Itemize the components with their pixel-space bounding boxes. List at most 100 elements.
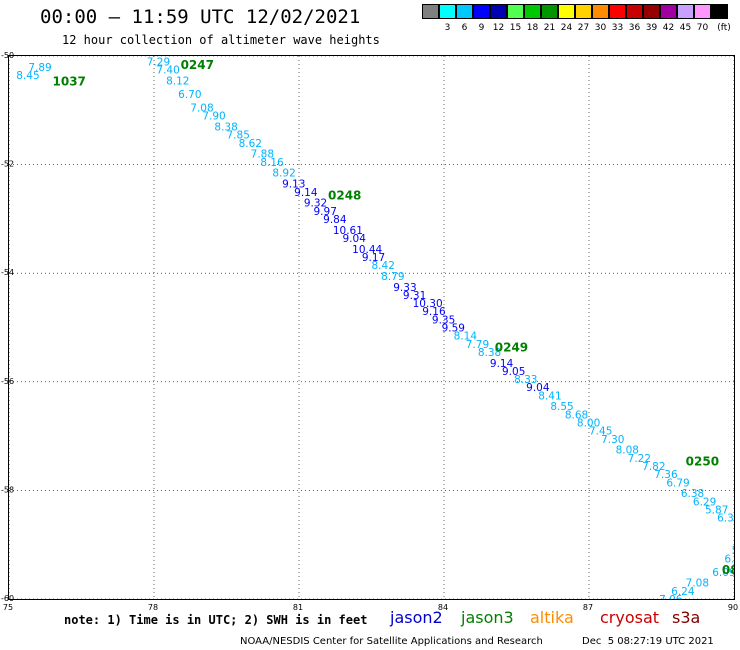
wave-height-value: 9.33	[393, 282, 416, 294]
pass-time-label: 0247	[181, 58, 214, 72]
wave-height-value: 7.36	[654, 469, 678, 481]
legend-swatch	[694, 4, 711, 19]
wave-height-value: 9.17	[362, 252, 385, 264]
legend-label: 6	[461, 23, 468, 33]
wave-height-value: 9.31	[403, 290, 426, 302]
wave-height-value: 6.24	[671, 586, 695, 598]
legend-label: 9	[478, 23, 485, 33]
legend-swatch	[422, 4, 439, 19]
wave-height-value: 9.14	[490, 358, 514, 370]
wave-height-value: 7.08	[686, 578, 709, 590]
pass-time-label: 08	[722, 563, 734, 577]
wave-height-value: 8.08	[616, 445, 639, 457]
legend-label: 70	[696, 23, 709, 33]
wave-height-value: 8.79	[381, 271, 404, 283]
wave-height-value: 7.82	[642, 461, 665, 473]
wave-height-value: 6.70	[178, 89, 201, 101]
legend-swatch	[473, 4, 490, 19]
legend-swatch	[711, 4, 728, 19]
legend-label: 45	[679, 23, 692, 33]
pass-time-label: 0249	[495, 341, 528, 355]
wave-height-value: 6.79	[666, 477, 689, 489]
wave-height-value: 7.22	[628, 453, 651, 465]
pass-time-label: 1037	[53, 74, 86, 88]
legend-swatch	[456, 4, 473, 19]
pass-time-label: 0248	[328, 188, 361, 202]
legend-label: 21	[543, 23, 556, 33]
wave-height-value: 8.33	[514, 374, 537, 386]
wave-height-value: 7.45	[589, 426, 612, 438]
lon-tick-label: 87	[583, 603, 593, 612]
legend-label: 3	[444, 23, 451, 33]
wave-height-value: 8.62	[239, 138, 262, 150]
wave-height-value: 7.85	[227, 130, 250, 142]
wave-height-value: 7.40	[156, 65, 179, 77]
legend-swatch	[626, 4, 643, 19]
lon-tick-label: 81	[293, 603, 303, 612]
legend-swatch	[660, 4, 677, 19]
legend-swatch	[507, 4, 524, 19]
wave-height-value: 8.41	[538, 390, 561, 402]
legend-swatch	[592, 4, 609, 19]
legend-label: 15	[509, 23, 522, 33]
legend-swatch	[524, 4, 541, 19]
wave-height-value: 8.14	[454, 331, 478, 343]
wave-height-value: 8.42	[372, 260, 395, 272]
wave-height-value: 9.13	[282, 179, 305, 191]
wave-height-value: 8.55	[550, 401, 573, 413]
wave-height-value: 9.05	[502, 366, 525, 378]
legend-label: 27	[577, 23, 590, 33]
satellite-name: jason2	[390, 608, 443, 627]
wave-height-value: 8.45	[16, 70, 39, 82]
wave-height-value: 6.29	[693, 496, 716, 508]
map-plot-area[interactable]: 7.89 8.45 7.29 7.40 8.12 6.70 7.08 7.90 8.38 7.85…	[8, 55, 735, 600]
wave-height-value: 7.29	[147, 56, 170, 68]
wave-height-value: 8.38	[214, 122, 237, 134]
wave-height-value: 7.30	[601, 434, 624, 446]
wave-height-value: 9.04	[343, 233, 367, 245]
lon-tick-label: 75	[3, 603, 13, 612]
legend-label: 39	[645, 23, 658, 33]
wave-height-value: 9.59	[442, 323, 465, 335]
wave-height-value: 8.92	[272, 168, 295, 180]
wave-height-value: 9.04	[526, 382, 550, 394]
satellite-name: jason3	[461, 608, 514, 627]
wave-height-value: 7.88	[251, 149, 274, 161]
wave-height-value: 9.16	[422, 306, 446, 318]
lon-tick-label: 90	[728, 603, 738, 612]
wave-height-value: 8.16	[260, 157, 284, 169]
footer-note: note: 1) Time is in UTC; 2) SWH is in fe…	[64, 613, 368, 627]
wave-height-value: 7.08	[190, 103, 213, 115]
wave-height-value: 10.44	[352, 244, 382, 256]
page-title: 00:00 – 11:59 UTC 12/02/2021	[40, 6, 361, 28]
wave-height-value: 8.38	[478, 347, 501, 359]
wave-height-value: 6.33	[717, 513, 734, 525]
generated-timestamp: Dec 5 08:27:19 UTC 2021	[582, 636, 714, 647]
wave-height-value: 7.79	[466, 339, 489, 351]
legend-label: 36	[628, 23, 641, 33]
legend-swatch	[643, 4, 660, 19]
wave-height-value: 7.06	[659, 594, 683, 599]
legend-swatch	[677, 4, 694, 19]
legend-label: 33	[611, 23, 624, 33]
legend-swatch	[541, 4, 558, 19]
legend-swatch	[575, 4, 592, 19]
wave-height-value: 9.84	[323, 214, 347, 226]
wave-height-value: 8.00	[577, 418, 600, 430]
legend-swatch	[558, 4, 575, 19]
pass-time-label: 0250	[686, 455, 719, 469]
wave-height-value: 6.87	[724, 553, 734, 565]
wave-height-value: 9.14	[294, 187, 318, 199]
wave-height-map: 7.898.457.297.408.126.707.087.908.387.85…	[9, 56, 734, 599]
wave-height-value: 9.32	[304, 198, 327, 210]
credit-text: NOAA/NESDIS Center for Satellite Applica…	[240, 636, 543, 647]
legend-label: 42	[662, 23, 675, 33]
wave-height-value: 6.09	[712, 567, 734, 579]
lon-tick-label: 78	[148, 603, 158, 612]
wave-height-value: 10.30	[413, 298, 443, 310]
legend-unit: (ft)	[717, 23, 731, 33]
wave-height-value: 5.87	[705, 504, 728, 516]
wave-height-value: 8.68	[565, 409, 588, 421]
page-subtitle: 12 hour collection of altimeter wave hei…	[62, 33, 380, 47]
wave-height-value: 8.12	[166, 75, 189, 87]
